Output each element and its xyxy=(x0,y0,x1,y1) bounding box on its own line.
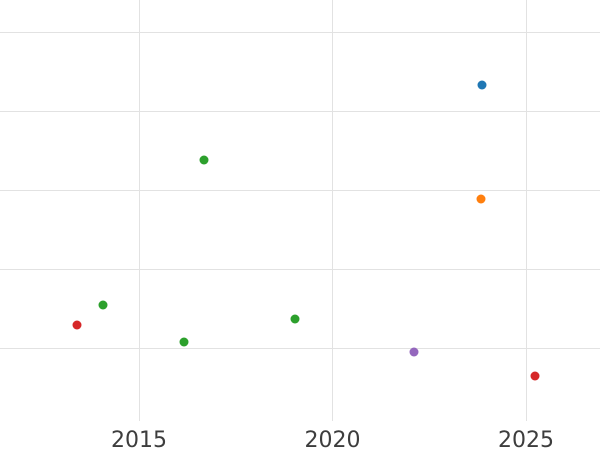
x-gridline xyxy=(138,0,140,421)
y-gridline xyxy=(0,268,600,270)
x-tick-label: 2015 xyxy=(111,428,167,450)
data-point-blue xyxy=(477,80,487,90)
data-point-purple xyxy=(409,347,419,357)
y-gridline xyxy=(0,347,600,349)
x-gridline xyxy=(332,0,333,421)
x-gridline xyxy=(525,0,527,421)
data-point-green xyxy=(290,314,300,324)
data-point-green xyxy=(199,155,209,165)
data-point-green xyxy=(98,300,108,310)
x-tick-label: 2020 xyxy=(304,428,361,450)
y-gridline xyxy=(0,110,600,112)
data-point-orange xyxy=(476,194,486,204)
x-tick-label: 2025 xyxy=(498,428,554,450)
y-gridline xyxy=(0,31,600,33)
y-gridline xyxy=(0,189,600,191)
data-point-green xyxy=(179,337,189,347)
data-point-red xyxy=(72,320,82,330)
data-point-red xyxy=(530,371,540,381)
